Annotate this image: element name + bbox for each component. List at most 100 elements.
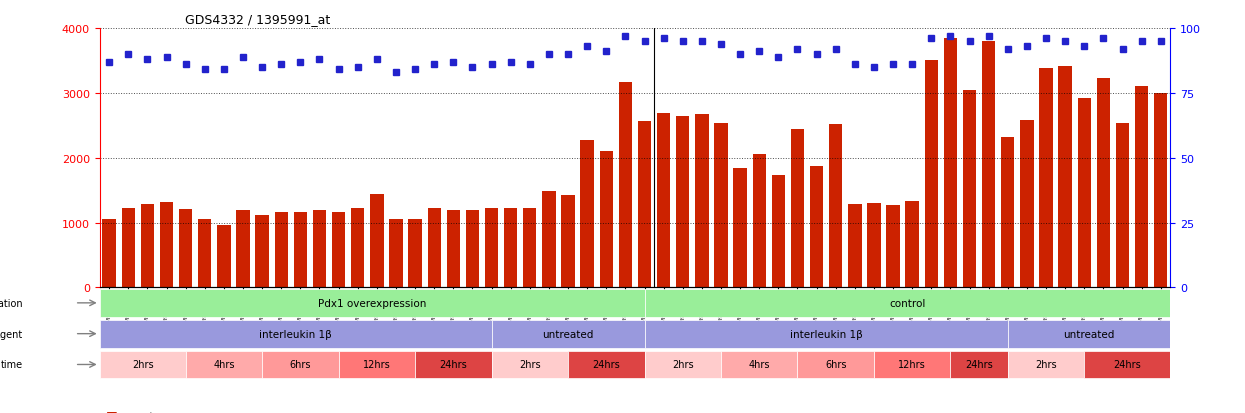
- Bar: [637, 122, 651, 288]
- Text: 2hrs: 2hrs: [519, 360, 540, 370]
- Bar: [772, 176, 786, 288]
- Text: Pdx1 overexpression: Pdx1 overexpression: [317, 298, 426, 308]
- Bar: [484, 208, 498, 288]
- Text: 12hrs: 12hrs: [899, 360, 926, 370]
- Bar: [962, 90, 976, 288]
- Bar: [925, 61, 937, 288]
- Bar: [1058, 66, 1072, 288]
- FancyBboxPatch shape: [415, 351, 492, 378]
- Text: untreated: untreated: [543, 329, 594, 339]
- Text: 24hrs: 24hrs: [965, 360, 994, 370]
- Bar: [351, 208, 365, 288]
- Bar: [905, 202, 919, 288]
- Bar: [179, 209, 192, 288]
- Bar: [848, 205, 862, 288]
- Text: interleukin 1β: interleukin 1β: [789, 329, 863, 339]
- Text: 6hrs: 6hrs: [290, 360, 311, 370]
- Bar: [1154, 94, 1168, 288]
- Bar: [447, 210, 459, 288]
- FancyBboxPatch shape: [492, 351, 568, 378]
- Text: 2hrs: 2hrs: [132, 360, 153, 370]
- Text: 24hrs: 24hrs: [593, 360, 620, 370]
- FancyBboxPatch shape: [1084, 351, 1170, 378]
- Bar: [1078, 99, 1091, 288]
- Bar: [944, 39, 957, 288]
- Bar: [543, 192, 555, 288]
- Text: count: count: [124, 411, 154, 413]
- Bar: [1116, 123, 1129, 288]
- Text: 2hrs: 2hrs: [1035, 360, 1057, 370]
- Text: genotype/variation: genotype/variation: [0, 298, 24, 308]
- Text: 12hrs: 12hrs: [364, 360, 391, 370]
- Bar: [810, 167, 823, 288]
- Bar: [159, 203, 173, 288]
- Bar: [370, 195, 383, 288]
- Bar: [523, 208, 537, 288]
- Bar: [1001, 138, 1015, 288]
- Bar: [695, 115, 708, 288]
- Bar: [791, 129, 804, 288]
- Bar: [561, 195, 575, 288]
- Bar: [982, 42, 995, 288]
- Bar: [390, 219, 402, 288]
- Bar: [275, 212, 288, 288]
- FancyBboxPatch shape: [1007, 320, 1170, 348]
- Bar: [141, 204, 154, 288]
- Bar: [466, 211, 479, 288]
- Text: interleukin 1β: interleukin 1β: [259, 329, 332, 339]
- FancyBboxPatch shape: [645, 351, 721, 378]
- Text: untreated: untreated: [1063, 329, 1114, 339]
- Text: 2hrs: 2hrs: [672, 360, 693, 370]
- FancyBboxPatch shape: [263, 351, 339, 378]
- Bar: [332, 212, 345, 288]
- FancyBboxPatch shape: [568, 351, 645, 378]
- FancyBboxPatch shape: [798, 351, 874, 378]
- Bar: [1135, 87, 1148, 288]
- Bar: [752, 155, 766, 288]
- Bar: [715, 124, 727, 288]
- FancyBboxPatch shape: [721, 351, 798, 378]
- Bar: [733, 169, 747, 288]
- Bar: [1020, 121, 1033, 288]
- Bar: [217, 225, 230, 288]
- Text: 24hrs: 24hrs: [439, 360, 467, 370]
- Bar: [886, 206, 900, 288]
- Bar: [408, 220, 422, 288]
- FancyBboxPatch shape: [645, 289, 1170, 317]
- Bar: [619, 83, 632, 288]
- FancyBboxPatch shape: [339, 351, 415, 378]
- Bar: [122, 209, 134, 288]
- FancyBboxPatch shape: [950, 351, 1007, 378]
- Text: control: control: [889, 298, 925, 308]
- FancyBboxPatch shape: [1007, 351, 1084, 378]
- Bar: [676, 116, 690, 288]
- Bar: [1040, 69, 1053, 288]
- FancyBboxPatch shape: [874, 351, 950, 378]
- Text: 4hrs: 4hrs: [213, 360, 234, 370]
- Text: GDS4332 / 1395991_at: GDS4332 / 1395991_at: [186, 13, 330, 26]
- Text: 24hrs: 24hrs: [1113, 360, 1142, 370]
- Bar: [198, 219, 212, 288]
- Bar: [1097, 79, 1111, 288]
- Bar: [600, 151, 613, 288]
- Bar: [657, 114, 670, 288]
- FancyBboxPatch shape: [100, 351, 186, 378]
- FancyBboxPatch shape: [492, 320, 645, 348]
- Bar: [580, 141, 594, 288]
- Text: ■: ■: [106, 408, 117, 413]
- Text: agent: agent: [0, 329, 24, 339]
- Bar: [868, 204, 880, 288]
- Bar: [237, 210, 250, 288]
- Text: 4hrs: 4hrs: [748, 360, 769, 370]
- FancyBboxPatch shape: [186, 351, 263, 378]
- Bar: [312, 210, 326, 288]
- Text: time: time: [1, 360, 24, 370]
- FancyBboxPatch shape: [645, 320, 1007, 348]
- FancyBboxPatch shape: [100, 320, 492, 348]
- FancyBboxPatch shape: [100, 289, 645, 317]
- Bar: [427, 209, 441, 288]
- Text: 6hrs: 6hrs: [825, 360, 847, 370]
- Bar: [102, 219, 116, 288]
- Bar: [504, 209, 518, 288]
- Bar: [294, 212, 308, 288]
